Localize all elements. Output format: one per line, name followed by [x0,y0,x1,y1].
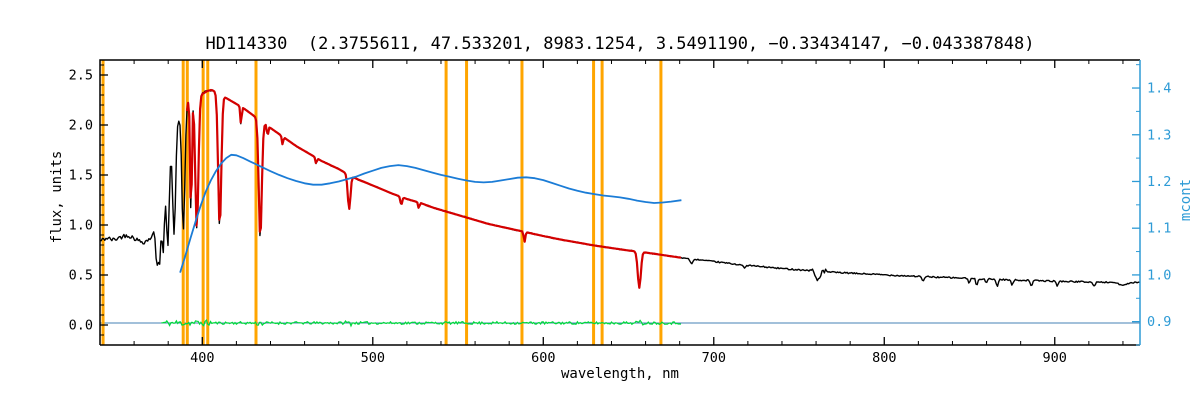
tick-label: 900 [1043,350,1067,366]
tick-label: 800 [872,350,896,366]
tick-label: 2.0 [69,118,93,134]
tick-label: 700 [702,350,726,366]
tick-label: 1.4 [1147,81,1171,97]
tick-label: 1.1 [1147,221,1171,237]
model-fit-path [185,88,682,289]
x-axis: 400 500 600 700 800 900 [99,60,1124,366]
tick-label: 500 [361,350,385,366]
mcont-curve-path [179,153,682,273]
residual-curve-path [161,318,682,328]
tick-label: 0.9 [1147,314,1171,330]
y-axis-label-left: flux, units [49,150,65,244]
y-axis-right: 0.9 1.0 1.1 1.2 1.3 1.4 [1132,64,1171,346]
marker-lines [101,60,663,345]
tick-label: 1.5 [69,168,93,184]
tick-label: 0.5 [69,268,93,284]
y-axis-left: 0.0 0.5 1.0 1.5 2.0 2.5 [69,64,108,336]
y-axis-label-right: mcont [1178,178,1194,222]
tick-label: 2.5 [69,68,93,84]
tick-label: 1.3 [1147,127,1171,143]
plot-area [100,60,1140,345]
tick-label: 600 [531,350,555,366]
tick-label: 1.2 [1147,174,1171,190]
tick-label: 0.0 [69,318,93,334]
plot-title: HD114330 (2.3755611, 47.533201, 8983.125… [205,34,1035,54]
tick-label: 1.0 [1147,267,1171,283]
tick-label: 1.0 [69,218,93,234]
x-axis-label: wavelength, nm [560,366,679,382]
tick-label: 400 [190,350,214,366]
